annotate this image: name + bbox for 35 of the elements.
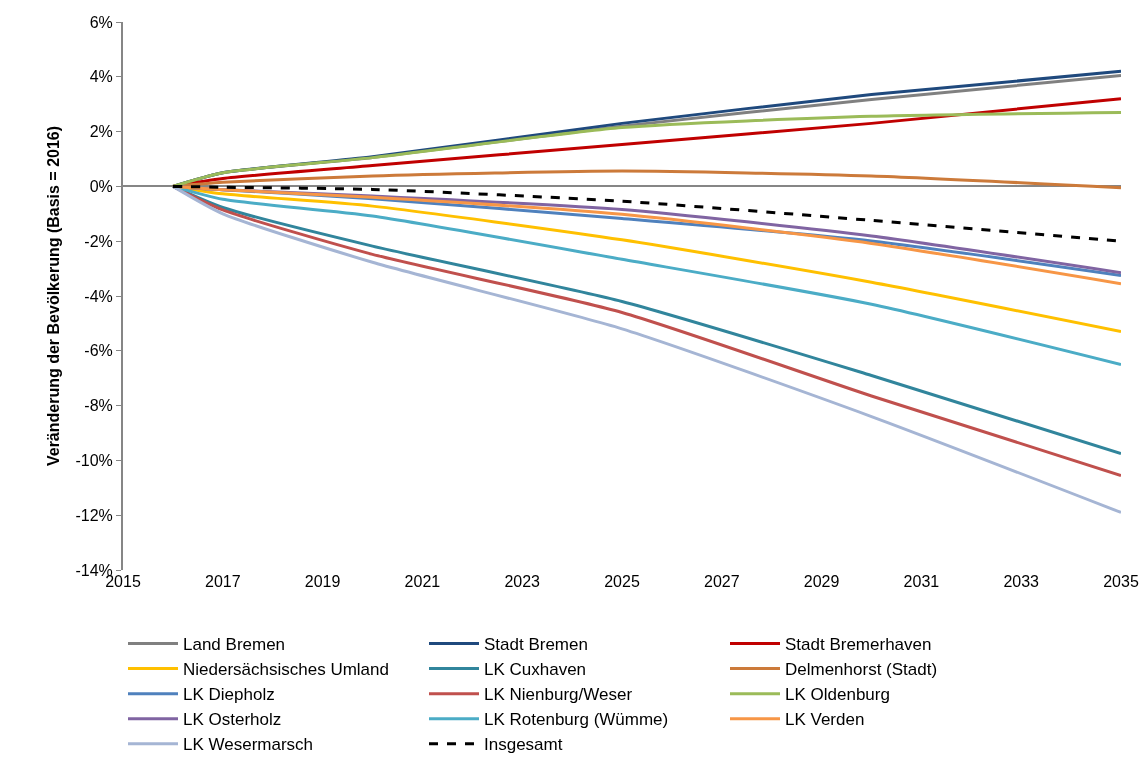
y-tick-label: 0% — [89, 178, 113, 195]
x-tick-label: 2019 — [304, 573, 341, 590]
legend-label: LK Cuxhaven — [484, 660, 587, 680]
x-tick-label: 2031 — [903, 573, 940, 590]
y-tick-label: -10% — [75, 452, 113, 469]
x-tick-label: 2029 — [803, 573, 840, 590]
y-tick-label: 2% — [89, 123, 113, 141]
y-axis-title: Veränderung der Bevölkerung (Basis = 2016) — [44, 125, 62, 467]
legend-label: Delmenhorst (Stadt) — [785, 660, 938, 680]
x-tick-label: 2023 — [504, 573, 541, 590]
y-tick-label: -8% — [84, 397, 113, 415]
legend-label: LK Oldenburg — [785, 685, 890, 705]
y-tick-label: -6% — [84, 342, 113, 360]
y-tick-label: -4% — [84, 287, 113, 305]
y-tick-label: -2% — [84, 232, 113, 250]
legend-label: LK Osterholz — [183, 710, 282, 730]
legend-label: LK Rotenburg (Wümme) — [484, 710, 669, 730]
y-tick-label: -12% — [75, 506, 113, 524]
legend-label: Niedersächsisches Umland — [183, 660, 389, 680]
legend-label: LK Diepholz — [183, 685, 275, 705]
legend-label: LK Nienburg/Weser — [484, 685, 633, 705]
x-tick-label: 2021 — [404, 573, 441, 590]
legend-label: Stadt Bremerhaven — [785, 635, 932, 655]
legend-label: LK Wesermarsch — [183, 735, 314, 755]
x-tick-label: 2033 — [1003, 573, 1040, 590]
x-tick-label: 2035 — [1103, 573, 1139, 590]
y-tick-label: 4% — [89, 68, 113, 86]
legend-label: Land Bremen — [183, 635, 286, 655]
legend-label: Stadt Bremen — [484, 635, 588, 655]
x-tick-label: 2025 — [604, 573, 640, 590]
legend-label: Insgesamt — [484, 735, 563, 755]
legend-label: LK Verden — [785, 710, 865, 730]
x-tick-label: 2017 — [205, 573, 241, 590]
x-tick-label: 2027 — [704, 573, 740, 590]
y-tick-label: 6% — [89, 13, 113, 31]
